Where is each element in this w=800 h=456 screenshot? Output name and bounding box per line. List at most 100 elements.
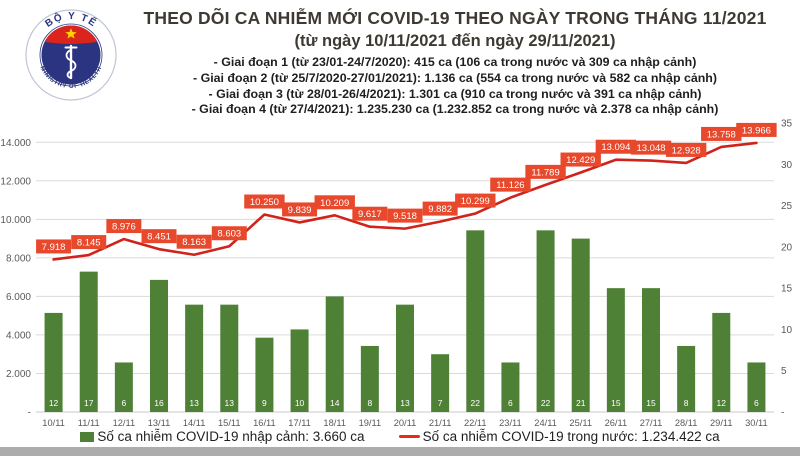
phase-notes: - Giai đoạn 1 (từ 23/01-24/7/2020): 415 … — [110, 55, 800, 118]
bar-value-label: 13 — [400, 398, 410, 408]
bar — [114, 362, 133, 412]
phase-2-note: - Giai đoạn 2 (từ 25/7/2020-27/01/2021):… — [193, 70, 717, 85]
data-label: 10.209 — [320, 198, 349, 209]
data-label: 12.429 — [566, 155, 595, 166]
data-label: 8.976 — [112, 222, 136, 233]
data-label: 8.145 — [77, 238, 101, 249]
x-tick-label: 14/11 — [183, 418, 206, 428]
phase-4-note: - Giai đoạn 4 (từ 27/4/2021): 1.235.230 … — [191, 102, 719, 117]
chart-legend: Số ca nhiễm COVID-19 nhập cảnh: 3.660 ca… — [0, 429, 800, 444]
data-label: 8.163 — [182, 237, 206, 248]
bar — [571, 238, 590, 412]
left-axis-tick-label: 12.000 — [0, 176, 31, 187]
data-label: 7.918 — [42, 242, 66, 253]
data-label-box — [387, 208, 423, 223]
data-label: 10.250 — [250, 197, 279, 208]
bar — [606, 288, 625, 412]
x-tick-label: 11/11 — [78, 418, 100, 428]
x-tick-label: 13/11 — [148, 418, 171, 428]
bar — [79, 271, 98, 412]
data-label-box — [36, 239, 72, 254]
chart-subtitle: (từ ngày 10/11/2021 đến ngày 29/11/2021) — [294, 32, 616, 50]
data-label-box — [455, 193, 496, 208]
bar-value-label: 8 — [367, 398, 372, 408]
x-tick-label: 10/11 — [42, 418, 65, 428]
data-label-box — [490, 177, 531, 192]
phase-3-note: - Giai đoạn 3 (từ 28/01-26/4/2021): 1.30… — [208, 86, 702, 101]
x-tick-label: 21/11 — [429, 418, 452, 428]
bar-value-label: 17 — [84, 398, 94, 408]
logo-top-text: BỘ Y TẾ — [43, 10, 99, 30]
legend-domestic-label: Số ca nhiễm COVID-19 trong nước: 1.234.4… — [422, 429, 720, 444]
chart-plot: - 2.000 4.000 6.000 8.000 10.000 12.000 14.000 -… — [0, 119, 793, 429]
x-tick-label: 24/11 — [534, 418, 557, 428]
chart-header: THEO DÕI CA NHIỄM MỚI COVID-19 THEO NGÀY… — [110, 7, 800, 118]
bar-value-label: 22 — [471, 398, 481, 408]
x-tick-label: 18/11 — [323, 418, 346, 428]
line-series — [52, 141, 758, 261]
data-label: 9.882 — [428, 204, 452, 215]
data-label-box — [71, 235, 107, 250]
right-axis-tick-label: 15 — [781, 284, 793, 295]
bar — [290, 329, 309, 412]
bar — [501, 362, 520, 412]
bar-value-label: 13 — [225, 398, 235, 408]
x-tick-label: 23/11 — [499, 418, 522, 428]
bar-value-label: 15 — [646, 398, 656, 408]
x-tick-label: 15/11 — [218, 418, 241, 428]
left-axis-tick-label: 4.000 — [6, 330, 31, 341]
data-label-box — [141, 229, 177, 244]
bar — [466, 230, 485, 412]
data-label: 9.839 — [288, 205, 312, 216]
bar — [185, 304, 204, 412]
logo-asclepius-icon — [64, 44, 78, 80]
x-tick-label: 22/11 — [464, 418, 487, 428]
data-label: 13.758 — [707, 129, 736, 140]
data-label: 11.126 — [496, 180, 524, 191]
bar — [220, 304, 239, 412]
data-label-box — [106, 219, 142, 234]
data-label-box — [665, 142, 707, 157]
data-label: 8.451 — [147, 232, 171, 243]
data-label: 13.048 — [636, 143, 665, 154]
data-label-box — [595, 139, 637, 154]
legend-item-imported: Số ca nhiễm COVID-19 nhập cảnh: 3.660 ca — [80, 429, 365, 444]
bar-value-label: 14 — [330, 398, 340, 408]
bar-value-label: 12 — [717, 398, 727, 408]
data-label-box — [352, 206, 388, 221]
ministry-of-health-logo: BỘ Y TẾ MINISTRY OF HEALTH — [25, 9, 117, 101]
data-label-box — [525, 164, 566, 179]
data-label-box — [560, 152, 601, 167]
right-axis-tick-label: 25 — [781, 201, 793, 212]
left-axis-tick-label: 6.000 — [6, 292, 31, 303]
data-label-box — [422, 201, 458, 216]
bar-value-label: 10 — [295, 398, 305, 408]
bar-series-swatch-icon — [80, 431, 95, 442]
bar — [396, 304, 414, 412]
bar — [536, 230, 555, 412]
right-axis-tick-label: 35 — [781, 119, 793, 130]
x-tick-label: 25/11 — [569, 418, 592, 428]
data-label-box — [630, 140, 672, 155]
x-tick-label: 29/11 — [710, 418, 733, 428]
data-label: 10.299 — [461, 196, 490, 207]
bar-value-label: 6 — [508, 398, 513, 408]
x-tick-label: 12/11 — [113, 418, 136, 428]
data-label-box — [176, 234, 212, 249]
bar-value-label: 15 — [611, 398, 621, 408]
bar — [431, 354, 450, 412]
x-tick-label: 20/11 — [394, 418, 417, 428]
bar — [677, 345, 696, 412]
data-label-box — [244, 194, 285, 209]
x-tick-label: 16/11 — [253, 418, 276, 428]
data-label-box — [211, 226, 247, 241]
bar-value-label: 22 — [541, 398, 551, 408]
bar — [325, 296, 344, 412]
bar-value-label: 7 — [438, 398, 443, 408]
left-axis-tick-label: 8.000 — [6, 253, 31, 264]
bar-value-label: 6 — [121, 398, 126, 408]
x-tick-label: 26/11 — [605, 418, 628, 428]
x-tick-label: 28/11 — [675, 418, 698, 428]
bar — [747, 362, 766, 412]
